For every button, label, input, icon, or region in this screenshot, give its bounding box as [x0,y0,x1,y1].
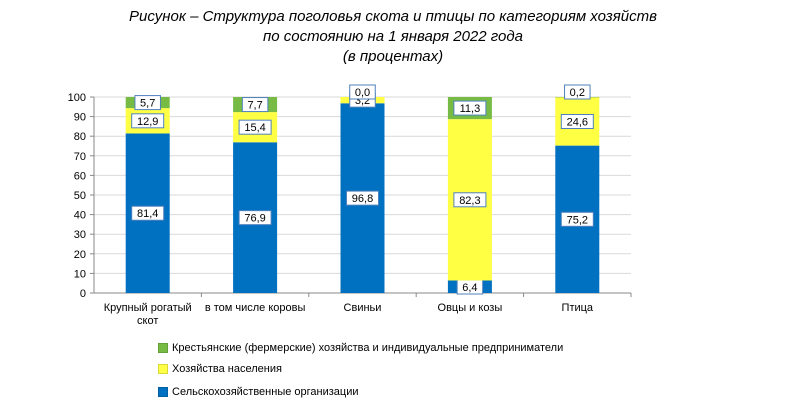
y-tick-label: 70 [74,151,86,163]
legend-label-farm: Крестьянские (фермерские) хозяйства и ин… [172,342,564,354]
y-tick-label: 80 [74,131,86,143]
data-label: 15,4 [244,122,265,134]
y-tick-label: 100 [68,92,86,104]
data-label-box [131,205,165,221]
stacked-bar-chart: 0 10 20 30 40 50 60 70 80 90 100 81,4 12,9 5,7 Крупный… [68,84,632,327]
data-label: 24,6 [567,117,588,129]
data-label-box [131,113,165,129]
legend-swatch-household [158,364,168,374]
data-label-box [564,84,591,100]
data-label: 0,0 [355,87,370,99]
y-tick-label: 60 [74,170,86,182]
chart-title-line-3: (в процентах) [342,48,444,65]
legend-item-agri-org: Сельскохозяйственные организации [158,385,359,399]
data-label-box [560,211,594,227]
y-tick-label: 90 [74,112,86,124]
data-label: 7,7 [247,100,262,112]
y-tick-label: 10 [74,268,86,280]
data-label: 76,9 [244,213,265,225]
data-label: 12,9 [137,116,158,128]
x-tick-label: Птица [562,302,594,314]
data-label-box [238,119,272,135]
chart-title-line-2: по состоянию на 1 января 2022 года [263,28,523,45]
data-label-box [453,192,487,208]
x-tick-label: Крупный рогатый [104,302,192,314]
data-label-box [560,114,594,129]
data-label-box [238,210,272,226]
y-tick-label: 40 [74,210,86,222]
y-tick-label: 30 [74,229,86,241]
data-label-box [241,97,269,113]
y-tick-label: 0 [80,288,86,300]
legend-item-household: Хозяйства населения [158,362,282,376]
y-tick-label: 20 [74,249,86,261]
legend-swatch-farm [158,343,168,353]
data-label: 96,8 [352,193,373,205]
data-label: 75,2 [567,214,588,226]
data-label-box [349,84,376,100]
data-label: 82,3 [459,195,480,207]
legend-label-agri-org: Сельскохозяйственные организации [172,386,359,398]
legend-item-farm: Крестьянские (фермерские) хозяйства и ин… [158,341,563,355]
legend-label-household: Хозяйства населения [172,363,282,375]
y-tick-label: 50 [74,190,86,202]
data-label: 6,4 [462,282,477,294]
data-label-box [346,190,379,206]
x-tick-label: Овцы и козы [438,302,503,314]
x-tick-label: в том числе коровы [205,302,306,314]
legend-swatch-agri-org [158,387,168,397]
data-label: 81,4 [137,208,158,220]
data-label: 0,2 [570,87,585,99]
x-tick-label: скот [137,315,158,327]
data-label-box [134,95,161,111]
chart-title-line-1: Рисунок – Структура поголовья скота и пт… [129,8,657,25]
data-label-box [453,100,487,116]
data-label: 5,7 [140,98,155,110]
data-label: 11,3 [460,103,481,115]
x-tick-label: Свиньи [344,302,382,314]
